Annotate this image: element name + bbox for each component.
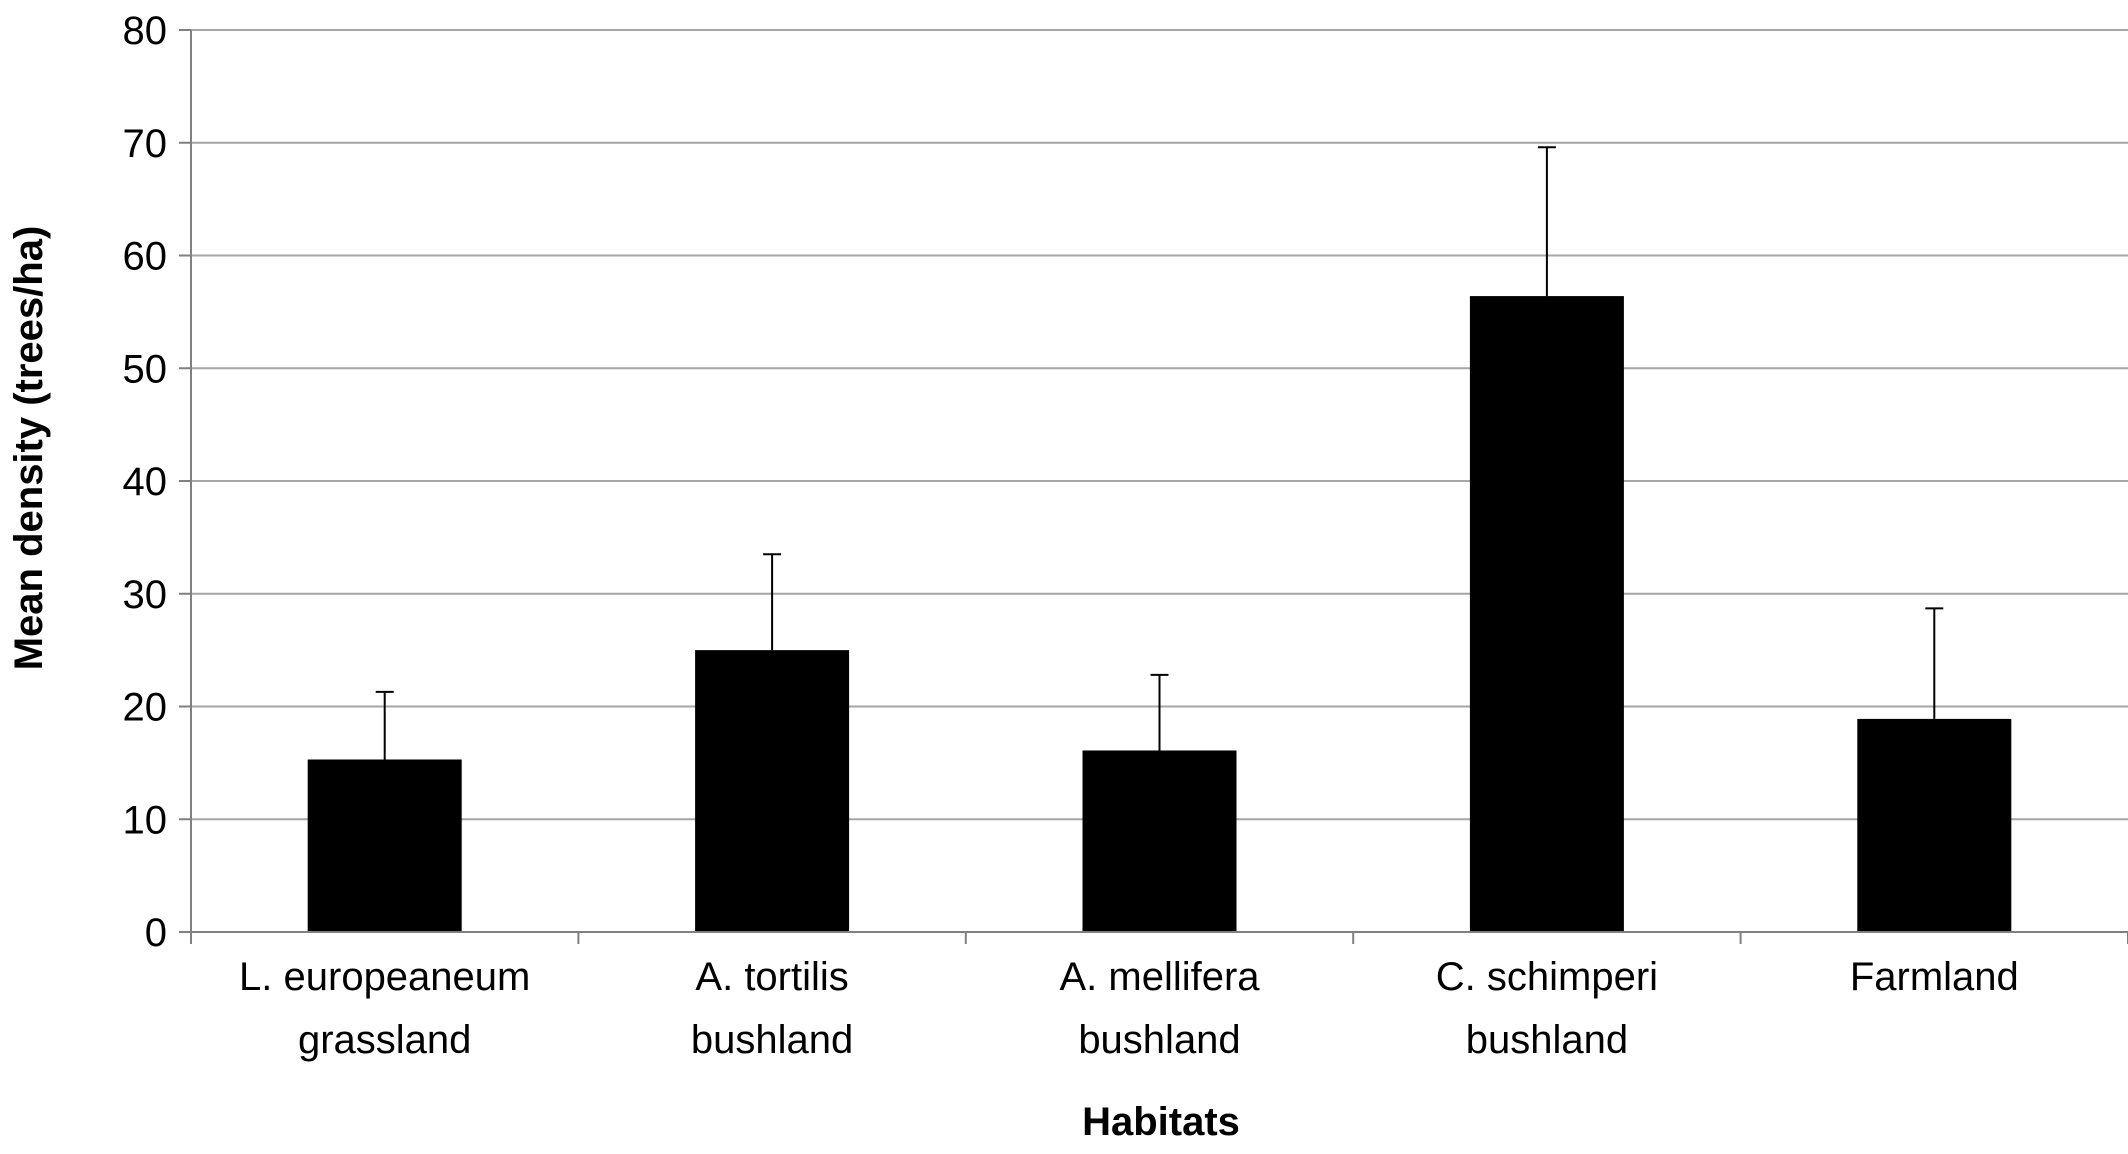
y-tick-label: 10	[123, 798, 168, 842]
y-tick-label: 50	[123, 347, 168, 391]
x-tick-label: L. europeaneum	[239, 955, 530, 999]
gridlines	[191, 29, 2128, 821]
bar	[1082, 750, 1237, 932]
x-tick-label: C. schimperi	[1436, 955, 1658, 999]
x-tick-label: A. tortilis	[695, 955, 848, 999]
y-tick-label: 30	[123, 573, 168, 617]
axes	[179, 29, 2128, 944]
y-axis-title: Mean density (trees/ha)	[7, 226, 51, 671]
bar	[307, 759, 462, 932]
y-tick-label: 20	[123, 686, 168, 730]
y-tick-label: 40	[123, 460, 168, 504]
y-tick-label: 60	[123, 235, 168, 279]
y-tick-label: 80	[123, 9, 168, 53]
x-tick-label: Farmland	[1850, 955, 2019, 999]
y-tick-labels: 0 10 20 30 40 50 60 70 80	[123, 9, 168, 955]
bar	[695, 650, 850, 932]
bars	[307, 296, 2012, 933]
x-tick-labels: L. europeaneum grassland A. tortilis bushla…	[239, 955, 2019, 1062]
x-axis-title: Habitats	[1082, 1100, 1240, 1144]
y-tick-label: 70	[123, 122, 168, 166]
y-tick-label: 0	[145, 911, 167, 955]
bar	[1857, 718, 2012, 932]
x-tick-label: A. mellifera	[1059, 955, 1260, 999]
x-tick-label: bushland	[691, 1018, 853, 1062]
x-tick-label: bushland	[1078, 1018, 1240, 1062]
x-tick-label: grassland	[298, 1018, 471, 1062]
bar	[1469, 296, 1624, 933]
error-bars	[375, 146, 1944, 760]
x-tick-label: bushland	[1466, 1018, 1628, 1062]
